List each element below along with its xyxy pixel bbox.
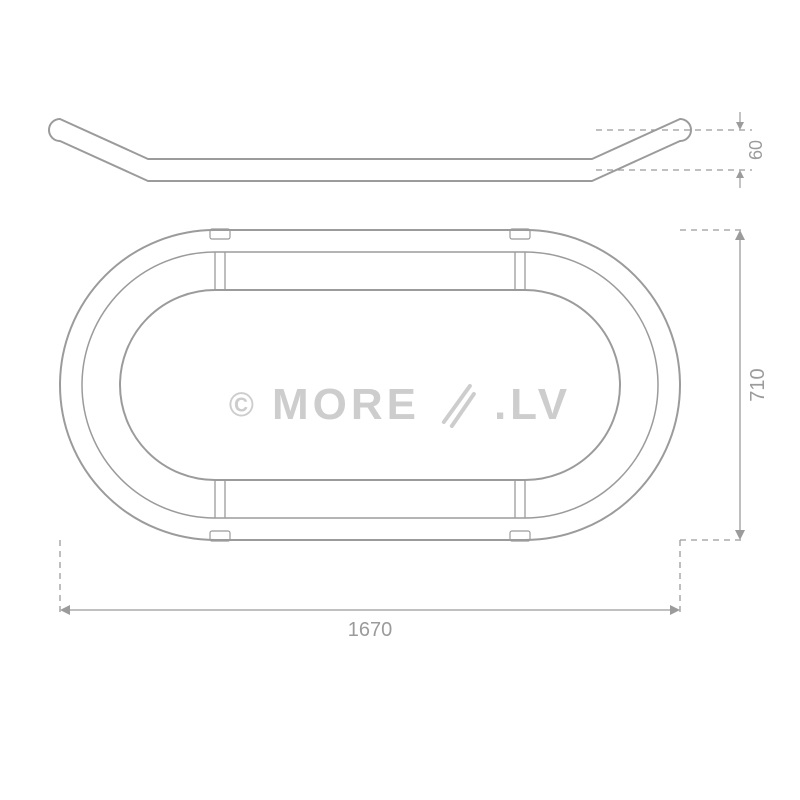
svg-text:710: 710 bbox=[747, 368, 769, 401]
technical-drawing: 1670 710 60 bbox=[0, 0, 800, 800]
svg-text:60: 60 bbox=[746, 140, 766, 160]
diagram-stage: 167071060 © MORE .LV bbox=[0, 0, 800, 800]
svg-text:1670: 1670 bbox=[348, 619, 393, 641]
